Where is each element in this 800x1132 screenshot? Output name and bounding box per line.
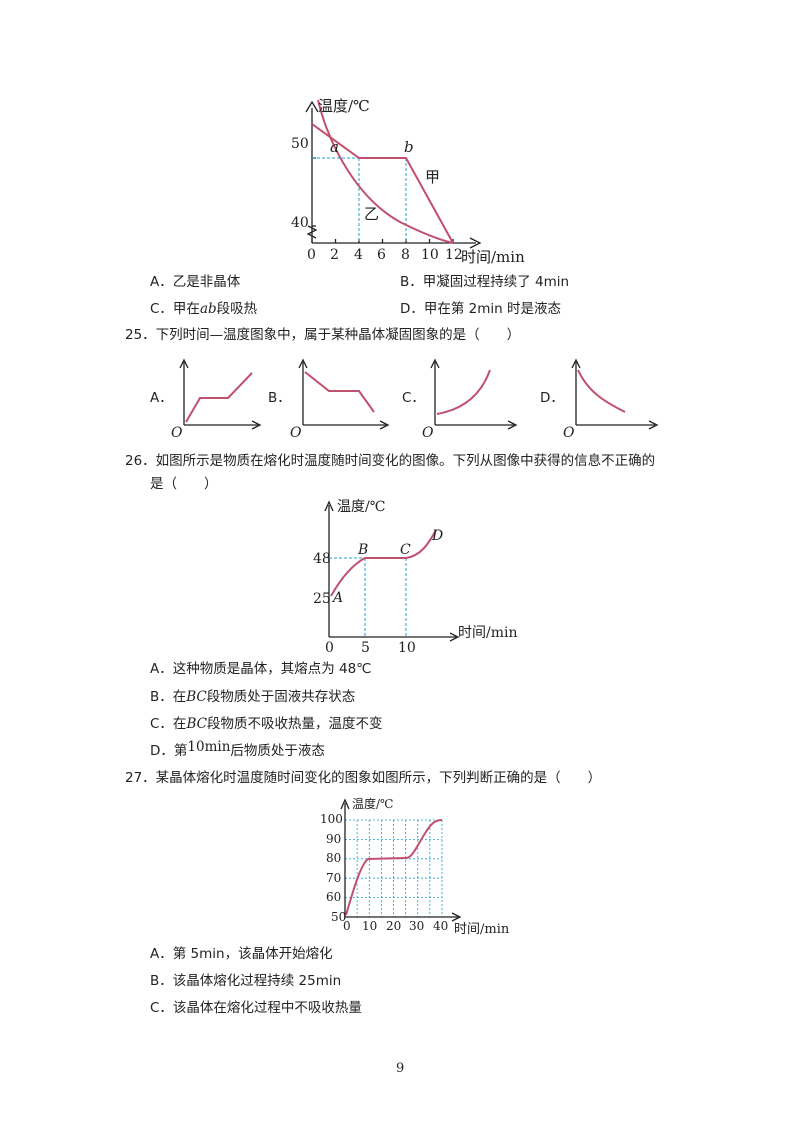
y-tick-48: 48 (313, 551, 331, 567)
y-tick-25: 25 (313, 591, 331, 607)
series-label-yi: 乙 (364, 205, 379, 223)
x-tick-10: 10 (421, 247, 439, 263)
q25-graph-a: O (171, 358, 262, 441)
q24-option-c-suffix: 段吸热 (216, 301, 258, 317)
chart-melting-grid: 100 90 80 70 60 50 0 10 20 30 40 温度/℃ 时间… (320, 796, 510, 937)
x-tick-10: 10 (362, 919, 377, 933)
q25-origin-c: O (422, 425, 434, 441)
x-tick-0: 0 (325, 640, 334, 656)
y-tick-100: 100 (320, 812, 343, 826)
q26-option-b-suffix: 段物质处于固液共存状态 (206, 689, 356, 705)
series-yi-line (317, 99, 454, 244)
q25-label-d: D． (540, 390, 564, 406)
y-axis-title: 温度/℃ (318, 97, 370, 115)
q25-label-c: C． (402, 390, 425, 406)
q26-option-b-prefix: B．在 (150, 689, 187, 705)
x-tick-12: 12 (445, 247, 463, 263)
y-axis-arrow (305, 100, 319, 113)
y-tick-40: 40 (291, 215, 309, 231)
q25-label-b: B． (268, 390, 291, 406)
y-tick-50: 50 (331, 910, 346, 924)
x-axis-arrow (469, 237, 482, 249)
q24-option-a: A．乙是非晶体 (150, 274, 241, 290)
y-tick-80: 80 (326, 851, 341, 865)
q26-option-c: C．在BC段物质不吸收热量，温度不变 (150, 715, 382, 733)
x-tick-20: 20 (386, 919, 401, 933)
melting-grid-curve (345, 819, 443, 916)
x-tick-10: 10 (398, 640, 416, 656)
x-axis-title: 时间/min (458, 625, 518, 641)
q24-option-b: B．甲凝固过程持续了 4min (400, 274, 570, 290)
x-tick-2: 2 (330, 247, 339, 263)
q26-option-b: B．在BC段物质处于固液共存状态 (150, 688, 355, 706)
q25-graphs: O O O O (171, 358, 659, 441)
y-axis-title: 温度/℃ (352, 796, 393, 811)
x-tick-6: 6 (377, 247, 386, 263)
q25-label-a: A． (150, 390, 173, 406)
melting-curve-line (330, 529, 437, 597)
chart-melting-abcd: 48 25 0 5 10 温度/℃ 时间/min A B C D (313, 499, 518, 656)
q25-graph-d: O (563, 358, 659, 441)
q24-option-c: C．甲在ab段吸热 (150, 300, 257, 318)
point-label-a: a (330, 138, 339, 156)
y-tick-90: 90 (326, 832, 341, 846)
q26-option-d-prefix: D．第 (150, 743, 188, 759)
q25-origin-d: O (563, 425, 575, 441)
q27-stem: 27．某晶体熔化时温度随时间变化的图象如图所示，下列判断正确的是（ ） (125, 770, 602, 786)
x-tick-4: 4 (354, 247, 363, 263)
q26-option-a: A．这种物质是晶体，其熔点为 48℃ (150, 661, 372, 677)
x-tick-5: 5 (361, 640, 370, 656)
page-number: 9 (396, 1061, 405, 1076)
q25-stem: 25．下列时间—温度图象中，属于某种晶体凝固图象的是（ ） (125, 327, 521, 343)
series-jia-line (311, 123, 454, 244)
x-tick-30: 30 (409, 919, 424, 933)
x-tick-0: 0 (307, 247, 316, 263)
q24-option-c-prefix: C．甲在 (150, 301, 200, 317)
q24-option-d: D．甲在第 2min 时是液态 (400, 301, 562, 317)
chart-jia-yi: 50 40 0 2 4 6 8 10 12 温度/℃ 时间/min a b 甲 … (291, 97, 525, 266)
axis-break-mark (306, 225, 318, 239)
x-axis-title: 时间/min (454, 922, 510, 937)
q25-origin-b: O (290, 425, 302, 441)
x-tick-0: 0 (343, 919, 351, 933)
q26-option-d-suffix: 后物质处于液态 (230, 743, 325, 759)
q26-stem-line2: 是（ ） (150, 476, 218, 492)
q25-origin-a: O (171, 425, 183, 441)
x-axis-title: 时间/min (461, 248, 525, 266)
q26-option-c-var: BC (186, 716, 207, 732)
y-tick-70: 70 (326, 871, 341, 885)
y-axis-title: 温度/℃ (337, 499, 385, 515)
q26-option-c-suffix: 段物质不吸收热量，温度不变 (206, 716, 383, 732)
series-label-jia: 甲 (425, 168, 440, 186)
point-label-A: A (331, 590, 343, 606)
point-label-b: b (404, 138, 414, 156)
point-label-C: C (400, 542, 411, 558)
q27-option-a: A．第 5min，该晶体开始熔化 (150, 946, 333, 962)
q26-option-c-prefix: C．在 (150, 716, 187, 732)
y-tick-60: 60 (326, 890, 341, 904)
q24-option-c-var: ab (199, 301, 217, 317)
x-tick-8: 8 (401, 247, 410, 263)
point-label-D: D (431, 528, 443, 544)
q26-stem-line1: 26．如图所示是物质在熔化时温度随时间变化的图像。下列从图像中获得的信息不正确的 (125, 453, 656, 469)
q26-option-d-var: 10min (187, 739, 231, 755)
q27-option-c: C．该晶体在熔化过程中不吸收热量 (150, 1000, 362, 1016)
q25-graph-b: O (290, 358, 390, 441)
point-label-B: B (357, 542, 368, 558)
q26-option-b-var: BC (186, 689, 207, 705)
x-tick-40: 40 (433, 919, 448, 933)
q27-option-b: B．该晶体熔化过程持续 25min (150, 973, 342, 989)
q26-option-d: D．第10min后物质处于液态 (150, 739, 325, 760)
y-tick-50: 50 (291, 136, 309, 152)
q25-graph-c: O (422, 358, 518, 441)
